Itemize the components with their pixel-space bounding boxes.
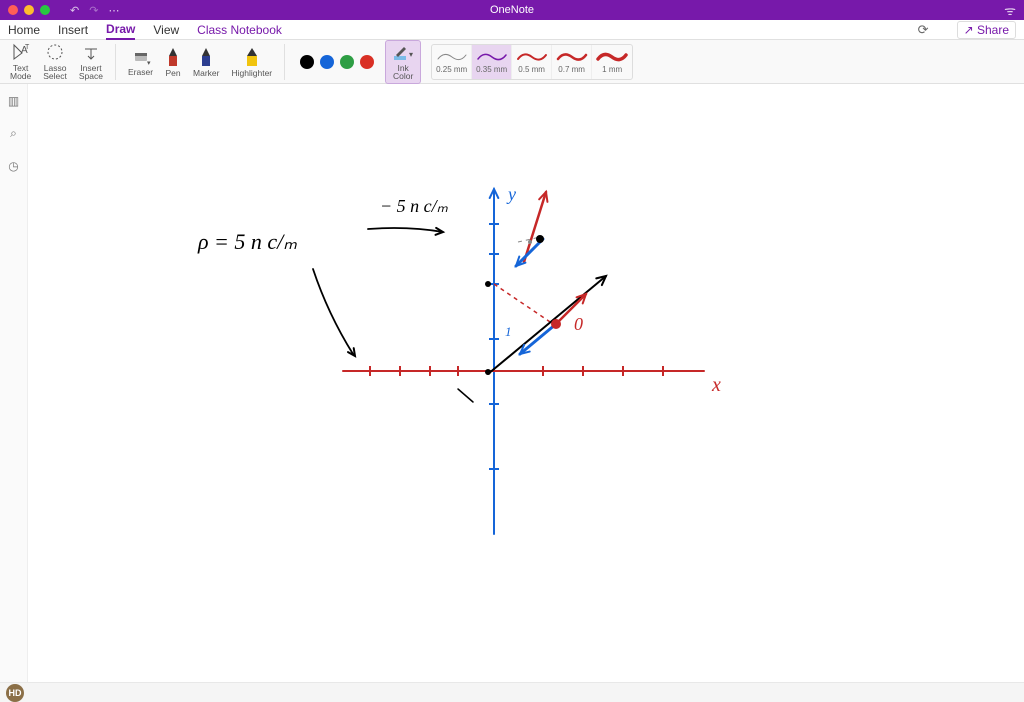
recent-icon[interactable]: ◷	[8, 159, 18, 173]
text-mode-label: Text Mode	[10, 64, 31, 81]
color-palette	[293, 55, 381, 69]
tab-insert[interactable]: Insert	[58, 21, 88, 39]
maximize-window-button[interactable]	[40, 5, 50, 15]
tab-draw[interactable]: Draw	[106, 20, 135, 40]
ink-color-tool[interactable]: ▾ Ink Color	[385, 40, 421, 84]
insert-space-icon	[82, 43, 100, 63]
minimize-window-button[interactable]	[24, 5, 34, 15]
ink-color-label: Ink Color	[393, 64, 413, 81]
stroke-0.5mm[interactable]: 0.5 mm	[512, 45, 552, 79]
lasso-label: Lasso Select	[43, 64, 67, 81]
text-mode-tool[interactable]: AT Text Mode	[6, 41, 35, 83]
handwritten-text: − 5 n c/ₘ	[380, 196, 448, 217]
svg-text:▾: ▾	[147, 60, 151, 67]
ribbon: AT Text Mode Lasso Select Insert Space ▾…	[0, 40, 1024, 84]
search-icon[interactable]: ⌕	[10, 126, 17, 141]
ink-color-icon: ▾	[392, 43, 414, 63]
color-blue[interactable]	[320, 55, 334, 69]
stroke-width-group: 0.25 mm0.35 mm0.5 mm0.7 mm1 mm	[431, 44, 633, 80]
tab-home[interactable]: Home	[8, 21, 40, 39]
insert-space-tool[interactable]: Insert Space	[75, 41, 107, 83]
app-title: OneNote	[490, 4, 534, 16]
stroke-0.35mm[interactable]: 0.35 mm	[472, 45, 512, 79]
titlebar: ↶ ↷ ⋯ OneNote ᯤ	[0, 0, 1024, 20]
titlebar-quick-actions: ↶ ↷ ⋯	[70, 4, 119, 17]
undo-icon[interactable]: ↶	[70, 4, 79, 17]
footer: HD	[0, 682, 1024, 702]
pen-icon	[165, 46, 181, 68]
highlighter-label: Highlighter	[232, 69, 273, 78]
sync-icon[interactable]: ⟳	[918, 22, 929, 38]
eraser-tool[interactable]: ▾ Eraser	[124, 45, 157, 79]
pen-label: Pen	[165, 69, 180, 78]
marker-icon	[198, 46, 214, 68]
color-red[interactable]	[360, 55, 374, 69]
close-window-button[interactable]	[8, 5, 18, 15]
handwritten-text: 0	[574, 314, 583, 335]
menubar: Home Insert Draw View Class Notebook ⟳ ↗…	[0, 20, 1024, 40]
svg-text:T: T	[25, 44, 30, 51]
left-rail: ▥ ⌕ ◷	[0, 84, 28, 682]
highlighter-tool[interactable]: Highlighter	[228, 44, 277, 80]
lasso-icon	[46, 43, 64, 63]
handwritten-text: x	[712, 374, 721, 397]
svg-text:▾: ▾	[409, 50, 413, 59]
stroke-1mm[interactable]: 1 mm	[592, 45, 632, 79]
highlighter-icon	[244, 46, 260, 68]
share-label: Share	[977, 23, 1009, 37]
marker-label: Marker	[193, 69, 219, 78]
notebooks-icon[interactable]: ▥	[8, 94, 19, 108]
text-mode-icon: AT	[12, 43, 30, 63]
tab-view[interactable]: View	[153, 21, 179, 39]
canvas[interactable]: ρ = 5 n c/ₘ − 5 n c/ₘ y x 0 1	[28, 84, 1024, 682]
coming-soon-icon[interactable]: ᯤ	[1004, 1, 1016, 19]
eraser-icon: ▾	[131, 47, 151, 67]
more-icon[interactable]: ⋯	[108, 4, 119, 17]
color-green[interactable]	[340, 55, 354, 69]
share-button[interactable]: ↗ Share	[957, 21, 1016, 39]
pen-tool[interactable]: Pen	[161, 44, 185, 80]
handwritten-text: 1	[505, 324, 512, 340]
eraser-label: Eraser	[128, 68, 153, 77]
color-black[interactable]	[300, 55, 314, 69]
handwritten-text: y	[508, 184, 516, 205]
tab-class-notebook[interactable]: Class Notebook	[197, 21, 282, 39]
marker-tool[interactable]: Marker	[189, 44, 223, 80]
stroke-0.25mm[interactable]: 0.25 mm	[432, 45, 472, 79]
drawing-surface[interactable]	[28, 84, 1024, 682]
insert-space-label: Insert Space	[79, 64, 103, 81]
stroke-0.7mm[interactable]: 0.7 mm	[552, 45, 592, 79]
redo-icon[interactable]: ↷	[89, 4, 98, 17]
lasso-select-tool[interactable]: Lasso Select	[39, 41, 71, 83]
handwritten-text: ρ = 5 n c/ₘ	[198, 229, 297, 255]
user-avatar[interactable]: HD	[6, 684, 24, 702]
window-controls	[8, 5, 50, 15]
